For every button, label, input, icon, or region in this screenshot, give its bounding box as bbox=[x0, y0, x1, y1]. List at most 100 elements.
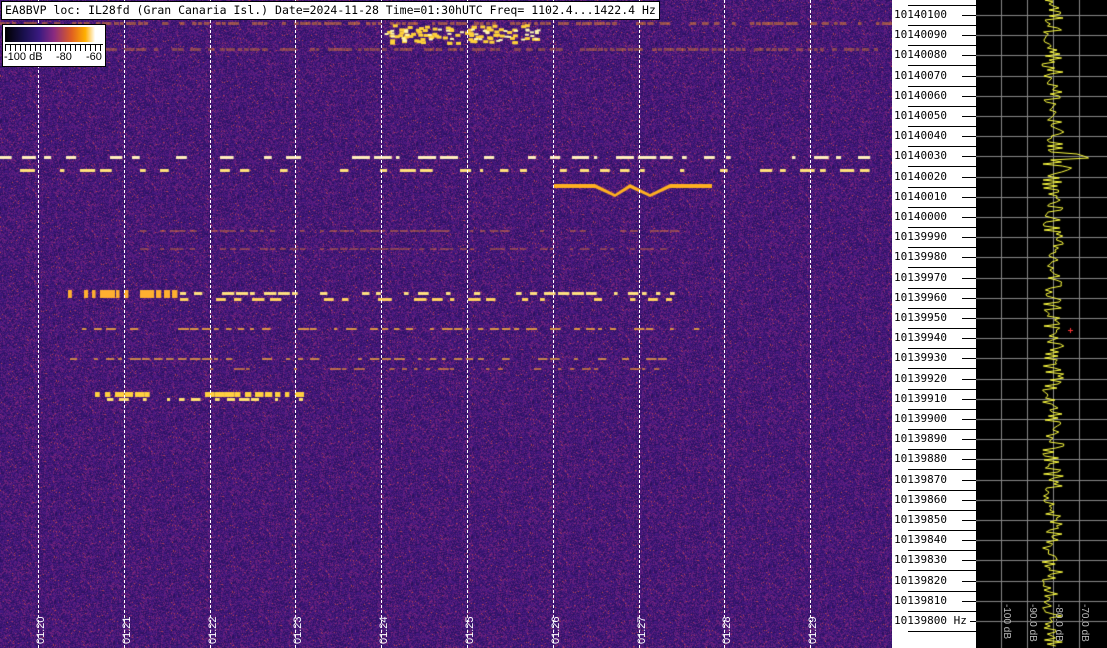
frequency-tick-label: 10140020 bbox=[894, 169, 947, 183]
frequency-tick-label: 10140090 bbox=[894, 28, 947, 42]
frequency-tick bbox=[962, 217, 976, 218]
frequency-tick bbox=[962, 35, 976, 37]
frequency-tick bbox=[962, 257, 976, 259]
frequency-tick-label: 10139980 bbox=[894, 250, 947, 264]
frequency-tick-label: 10139940 bbox=[894, 331, 947, 345]
frequency-minor-tick bbox=[908, 45, 976, 47]
frequency-minor-tick bbox=[908, 105, 976, 107]
time-tick-label: 01:27 bbox=[635, 616, 648, 644]
frequency-tick bbox=[962, 439, 976, 441]
frequency-tick-label: 10140070 bbox=[894, 68, 947, 82]
frequency-tick bbox=[962, 600, 976, 602]
frequency-tick-label: 10139810 bbox=[894, 593, 947, 607]
frequency-minor-tick bbox=[908, 348, 976, 350]
frequency-tick bbox=[962, 338, 976, 340]
time-gridline bbox=[209, 0, 211, 648]
frequency-tick-label: 10139850 bbox=[894, 513, 947, 526]
colorbar-label-max: -60 bbox=[86, 51, 102, 63]
frequency-minor-tick bbox=[908, 328, 976, 329]
frequency-tick-label: 10140010 bbox=[894, 189, 947, 203]
frequency-tick bbox=[962, 136, 976, 138]
time-tick-label: 01:25 bbox=[464, 616, 476, 644]
frequency-tick-label: 10139830 bbox=[894, 553, 947, 567]
frequency-minor-tick bbox=[908, 65, 976, 67]
time-tick-label: 01:28 bbox=[721, 616, 734, 644]
frequency-minor-tick bbox=[908, 126, 976, 127]
frequency-minor-tick bbox=[908, 469, 976, 471]
time-tick-label: 01:20 bbox=[35, 616, 47, 644]
frequency-tick bbox=[962, 75, 976, 77]
frequency-tick-label: 10139950 bbox=[894, 311, 947, 324]
frequency-minor-tick bbox=[908, 85, 976, 87]
frequency-minor-tick bbox=[908, 408, 976, 410]
time-gridline bbox=[38, 0, 39, 648]
frequency-tick bbox=[962, 237, 976, 239]
waterfall-canvas bbox=[0, 0, 892, 648]
frequency-tick-label: 10140060 bbox=[894, 88, 947, 102]
frequency-tick-label: 10139960 bbox=[894, 290, 947, 304]
frequency-tick-label: 10140000 bbox=[894, 210, 947, 223]
frequency-minor-tick bbox=[908, 368, 976, 370]
time-gridline bbox=[810, 0, 812, 648]
frequency-tick bbox=[962, 196, 976, 198]
frequency-tick bbox=[962, 156, 976, 158]
frequency-tick bbox=[962, 116, 976, 117]
frequency-tick bbox=[962, 479, 976, 481]
frequency-minor-tick bbox=[908, 449, 976, 451]
frequency-minor-tick bbox=[908, 570, 976, 572]
frequency-tick bbox=[962, 277, 976, 279]
spectrum-trace bbox=[976, 0, 1107, 648]
time-tick-label: 01:22 bbox=[206, 616, 219, 644]
frequency-tick-label: 10139860 bbox=[894, 492, 947, 506]
frequency-minor-tick bbox=[908, 267, 976, 269]
frequency-minor-tick bbox=[908, 25, 976, 26]
frequency-minor-tick bbox=[908, 429, 976, 430]
time-tick-label: 01:29 bbox=[807, 616, 820, 644]
spectrum-db-label: -70.0 dB bbox=[1079, 604, 1090, 642]
frequency-tick-label: 10140040 bbox=[894, 129, 947, 143]
time-tick-label: 01:24 bbox=[378, 616, 391, 644]
frequency-tick bbox=[962, 580, 976, 582]
time-tick-label: 01:21 bbox=[120, 616, 133, 644]
frequency-tick-label: 10139800 Hz bbox=[894, 614, 967, 627]
frequency-tick-label: 10140100 bbox=[894, 8, 947, 21]
colorbar-legend: -100 dB -80 -60 bbox=[2, 24, 106, 67]
frequency-minor-tick bbox=[908, 206, 976, 208]
frequency-minor-tick bbox=[908, 307, 976, 309]
frequency-tick bbox=[962, 318, 976, 319]
frequency-minor-tick bbox=[908, 610, 976, 612]
frequency-tick bbox=[962, 95, 976, 97]
frequency-minor-tick bbox=[908, 530, 976, 531]
frequency-tick bbox=[962, 15, 976, 16]
time-gridline bbox=[295, 0, 297, 648]
frequency-tick-label: 10140080 bbox=[894, 48, 947, 62]
colorbar-ticks bbox=[5, 44, 103, 51]
frequency-tick bbox=[962, 55, 976, 57]
frequency-tick bbox=[962, 499, 976, 501]
spectrum-panel: -100 dB -90.0 dB -80.0 dB -70.0 dB bbox=[976, 0, 1107, 648]
colorbar-label-mid: -80 bbox=[56, 51, 72, 63]
colorbar-gradient bbox=[5, 27, 103, 42]
frequency-tick-label: 10139970 bbox=[894, 270, 947, 284]
time-tick-label: 01:26 bbox=[549, 616, 562, 644]
frequency-tick-label: 10139930 bbox=[894, 351, 947, 365]
frequency-minor-tick bbox=[908, 186, 976, 188]
frequency-tick bbox=[962, 297, 976, 299]
frequency-tick-label: 10139910 bbox=[894, 391, 947, 405]
time-tick-label: 01:23 bbox=[292, 616, 305, 644]
frequency-minor-tick bbox=[908, 631, 976, 632]
frequency-minor-tick bbox=[908, 166, 976, 168]
frequency-tick bbox=[962, 459, 976, 461]
frequency-minor-tick bbox=[908, 388, 976, 390]
time-gridline bbox=[123, 0, 125, 648]
frequency-axis: 10140100 10140090 10140080 10140070 10140060… bbox=[892, 0, 976, 648]
frequency-minor-tick bbox=[908, 146, 976, 148]
time-gridline bbox=[638, 0, 640, 648]
frequency-minor-tick bbox=[908, 509, 976, 511]
frequency-tick-label: 10139880 bbox=[894, 452, 947, 466]
header-caption: EA8BVP loc: IL28fd (Gran Canaria Isl.) D… bbox=[1, 1, 660, 20]
waterfall-spectrogram: 01:20 01:21 01:22 01:23 01:24 01:25 01:26 01:27… bbox=[0, 0, 892, 648]
frequency-tick bbox=[962, 358, 976, 360]
frequency-minor-tick bbox=[908, 590, 976, 592]
